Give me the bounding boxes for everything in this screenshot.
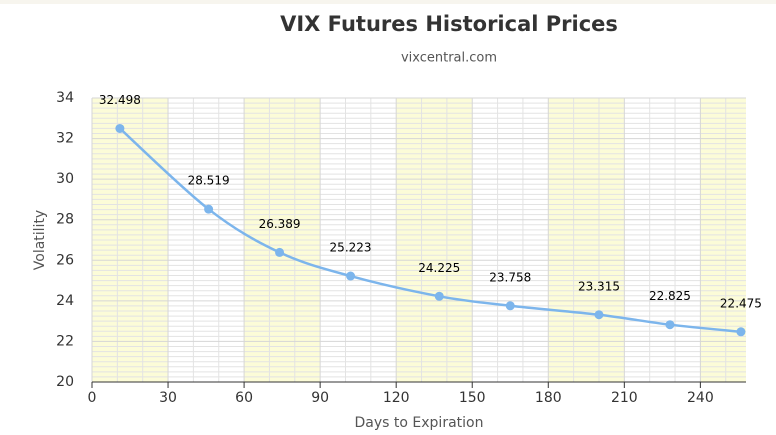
x-tick-label: 0 [88, 390, 97, 406]
y-tick-label: 32 [56, 131, 74, 147]
y-tick-label: 34 [56, 90, 74, 106]
x-axis-label: Days to Expiration [355, 415, 484, 431]
chart-title: VIX Futures Historical Prices [280, 12, 618, 36]
data-label: 23.758 [489, 270, 531, 284]
point [434, 291, 444, 301]
y-tick-label: 26 [56, 252, 74, 268]
point [665, 320, 675, 330]
x-tick-label: 30 [159, 390, 177, 406]
data-label: 28.519 [188, 174, 230, 188]
point [346, 271, 356, 281]
x-tick-label: 60 [235, 390, 253, 406]
x-tick-label: 210 [611, 390, 638, 406]
x-tick-label: 90 [311, 390, 329, 406]
x-tick-label: 240 [687, 390, 714, 406]
x-tick-label: 180 [535, 390, 562, 406]
y-tick-label: 22 [56, 333, 74, 349]
x-tick-label: 150 [459, 390, 486, 406]
point [594, 310, 604, 320]
y-tick-label: 20 [56, 374, 74, 390]
point [505, 301, 515, 311]
point [115, 123, 125, 133]
point [204, 204, 214, 214]
chart-subtitle: vixcentral.com [401, 51, 497, 66]
data-label: 25.223 [330, 241, 372, 255]
top-strip [0, 0, 776, 4]
data-label: 24.225 [418, 261, 460, 275]
point [736, 327, 746, 337]
x-tick-label: 120 [383, 390, 410, 406]
point [275, 247, 285, 257]
data-label: 22.825 [649, 289, 691, 303]
y-tick-label: 24 [56, 293, 74, 309]
data-label: 26.389 [259, 217, 301, 231]
data-label: 23.315 [578, 279, 620, 293]
y-tick-label: 30 [56, 171, 74, 187]
data-label: 32.498 [99, 93, 141, 107]
data-label: 22.475 [720, 296, 762, 310]
y-tick-label: 28 [56, 212, 74, 228]
plot-area [91, 97, 746, 383]
y-axis-label: Volatility [32, 210, 48, 270]
